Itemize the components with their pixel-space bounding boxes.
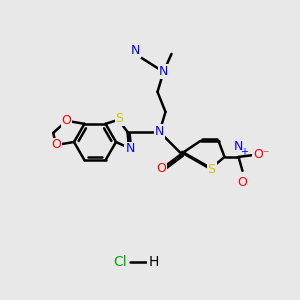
Text: O: O (61, 114, 71, 127)
Text: O: O (157, 162, 166, 176)
Text: S: S (116, 112, 124, 125)
Text: N: N (234, 140, 243, 153)
Text: N: N (125, 142, 135, 155)
Text: O: O (238, 176, 248, 189)
Text: +: + (241, 147, 248, 157)
Text: Cl: Cl (113, 255, 127, 269)
Text: H: H (149, 255, 159, 269)
Text: O⁻: O⁻ (253, 148, 270, 161)
Text: N: N (131, 44, 140, 57)
Text: N: N (155, 125, 164, 138)
Text: O: O (51, 139, 61, 152)
Text: S: S (208, 164, 215, 176)
Text: N: N (159, 65, 168, 78)
